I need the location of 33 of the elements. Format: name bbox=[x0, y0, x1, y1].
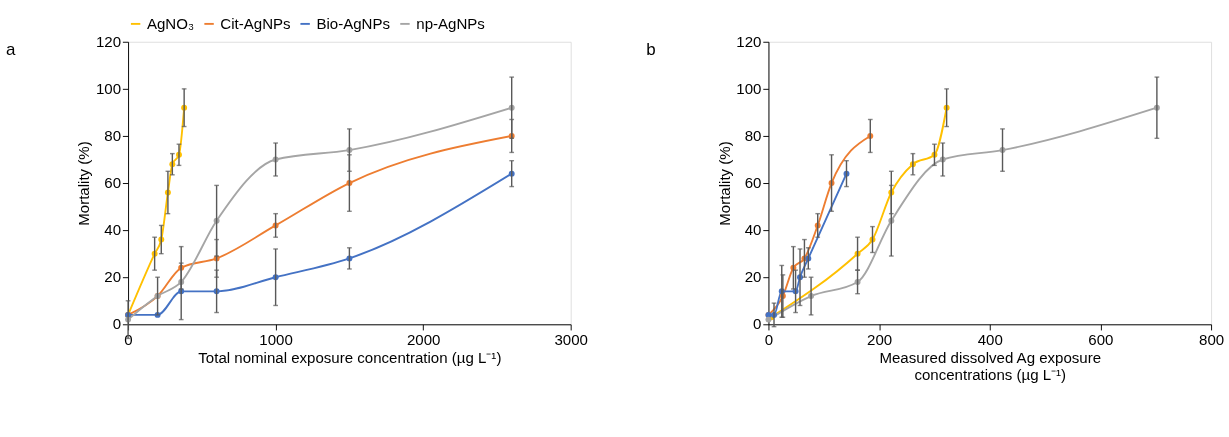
x-tick-label: 0 bbox=[764, 330, 774, 348]
y-tick-label: 80 bbox=[104, 127, 122, 145]
y-tick-label: 40 bbox=[104, 221, 122, 239]
y-axis-title: Mortality (%) bbox=[75, 141, 93, 226]
legend-label: AgNO₃ bbox=[146, 14, 195, 32]
legend-label: Bio-AgNPs bbox=[316, 14, 391, 32]
x-tick-label: 400 bbox=[977, 330, 1003, 348]
y-tick-label: 60 bbox=[104, 174, 122, 192]
y-tick-label: 80 bbox=[744, 127, 762, 145]
legend-label: Cit-AgNPs bbox=[220, 14, 291, 32]
chart-title: a bbox=[5, 39, 16, 59]
x-tick-label: 1000 bbox=[259, 330, 293, 348]
y-tick-label: 100 bbox=[736, 80, 762, 98]
x-tick-label: 800 bbox=[1199, 330, 1225, 348]
y-tick-label: 60 bbox=[744, 174, 762, 192]
y-tick-label: 120 bbox=[736, 32, 762, 50]
y-tick-label: 20 bbox=[104, 268, 122, 286]
x-tick-label: 200 bbox=[867, 330, 893, 348]
x-axis-title: Measured dissolved Ag exposure concentrations (µg L⁻¹) bbox=[879, 349, 1102, 384]
y-tick-label: 20 bbox=[744, 268, 762, 286]
y-axis-title: Mortality (%) bbox=[715, 141, 733, 226]
legend-label: np-AgNPs bbox=[416, 14, 485, 32]
x-axis-title: Total nominal exposure concentration (µg L⁻¹) bbox=[198, 349, 502, 367]
x-tick-label: 2000 bbox=[406, 330, 441, 348]
y-tick-label: 40 bbox=[744, 221, 762, 239]
y-tick-label: 0 bbox=[112, 315, 122, 333]
y-tick-label: 100 bbox=[95, 80, 122, 98]
x-tick-label: 0 bbox=[124, 330, 133, 348]
y-tick-label: 120 bbox=[95, 32, 122, 50]
x-tick-label: 600 bbox=[1088, 330, 1114, 348]
y-tick-label: 0 bbox=[753, 315, 762, 333]
x-tick-label: 3000 bbox=[554, 330, 588, 348]
chart-title: b bbox=[646, 39, 656, 59]
